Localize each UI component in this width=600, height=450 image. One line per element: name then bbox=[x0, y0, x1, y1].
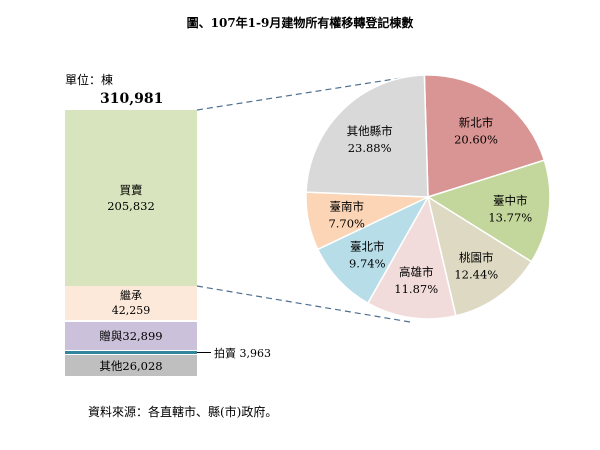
slice-value-label: 9.74% bbox=[349, 257, 386, 271]
slice-value-label: 13.77% bbox=[488, 210, 532, 224]
bar-segment-other: 其他 26,028 bbox=[65, 355, 197, 376]
segment-label: 拍賣 bbox=[214, 347, 236, 360]
connector-top bbox=[196, 74, 421, 111]
segment-value: 205,832 bbox=[107, 199, 155, 213]
total-value: 310,981 bbox=[100, 91, 164, 107]
slice-name-label: 臺北市 bbox=[350, 240, 385, 254]
segment-label: 贈與 bbox=[99, 329, 123, 343]
pie-slice bbox=[366, 194, 457, 320]
segment-label: 繼承 bbox=[120, 289, 142, 302]
pie-slice bbox=[305, 74, 429, 198]
pie-slice bbox=[426, 159, 551, 263]
segment-value: 32,899 bbox=[122, 329, 163, 343]
segment-label: 買賣 bbox=[119, 183, 143, 197]
slice-name-label: 高雄市 bbox=[399, 265, 434, 279]
auction-leader-line bbox=[197, 352, 211, 353]
slice-name-label: 新北市 bbox=[459, 115, 494, 129]
bar-segment-buy: 買賣 205,832 bbox=[65, 110, 197, 286]
pie-slice bbox=[316, 195, 430, 305]
segment-value: 3,963 bbox=[239, 347, 272, 360]
slice-name-label: 臺南市 bbox=[329, 200, 364, 214]
slice-name-label: 其他縣市 bbox=[347, 124, 393, 138]
segment-value: 26,028 bbox=[122, 358, 163, 373]
slice-value-label: 11.87% bbox=[394, 282, 438, 296]
slice-value-label: 7.70% bbox=[328, 217, 365, 231]
chart-title: 圖、107年1-9月建物所有權移轉登記棟數 bbox=[186, 16, 414, 30]
slice-value-label: 23.88% bbox=[348, 141, 392, 155]
bar-segment-auction bbox=[65, 351, 197, 354]
slice-value-label: 20.60% bbox=[454, 132, 498, 146]
unit-label: 單位：棟 bbox=[65, 73, 114, 87]
bar-segment-gift: 贈與 32,899 bbox=[65, 322, 197, 350]
pie-slice bbox=[426, 195, 533, 317]
segment-value: 42,259 bbox=[111, 304, 151, 317]
connector-bottom bbox=[196, 285, 411, 323]
segment-label: 其他 bbox=[99, 358, 123, 373]
slice-value-label: 12.44% bbox=[454, 267, 498, 281]
slice-name-label: 臺中市 bbox=[493, 193, 528, 207]
bar-segment-inherit: 繼承 42,259 bbox=[65, 286, 197, 320]
source-note: 資料來源：各直轄市、縣(市)政府。 bbox=[88, 405, 278, 419]
auction-label: 拍賣 3,963 bbox=[214, 345, 271, 361]
pie-slice bbox=[423, 74, 546, 199]
slice-name-label: 桃園市 bbox=[459, 250, 494, 264]
